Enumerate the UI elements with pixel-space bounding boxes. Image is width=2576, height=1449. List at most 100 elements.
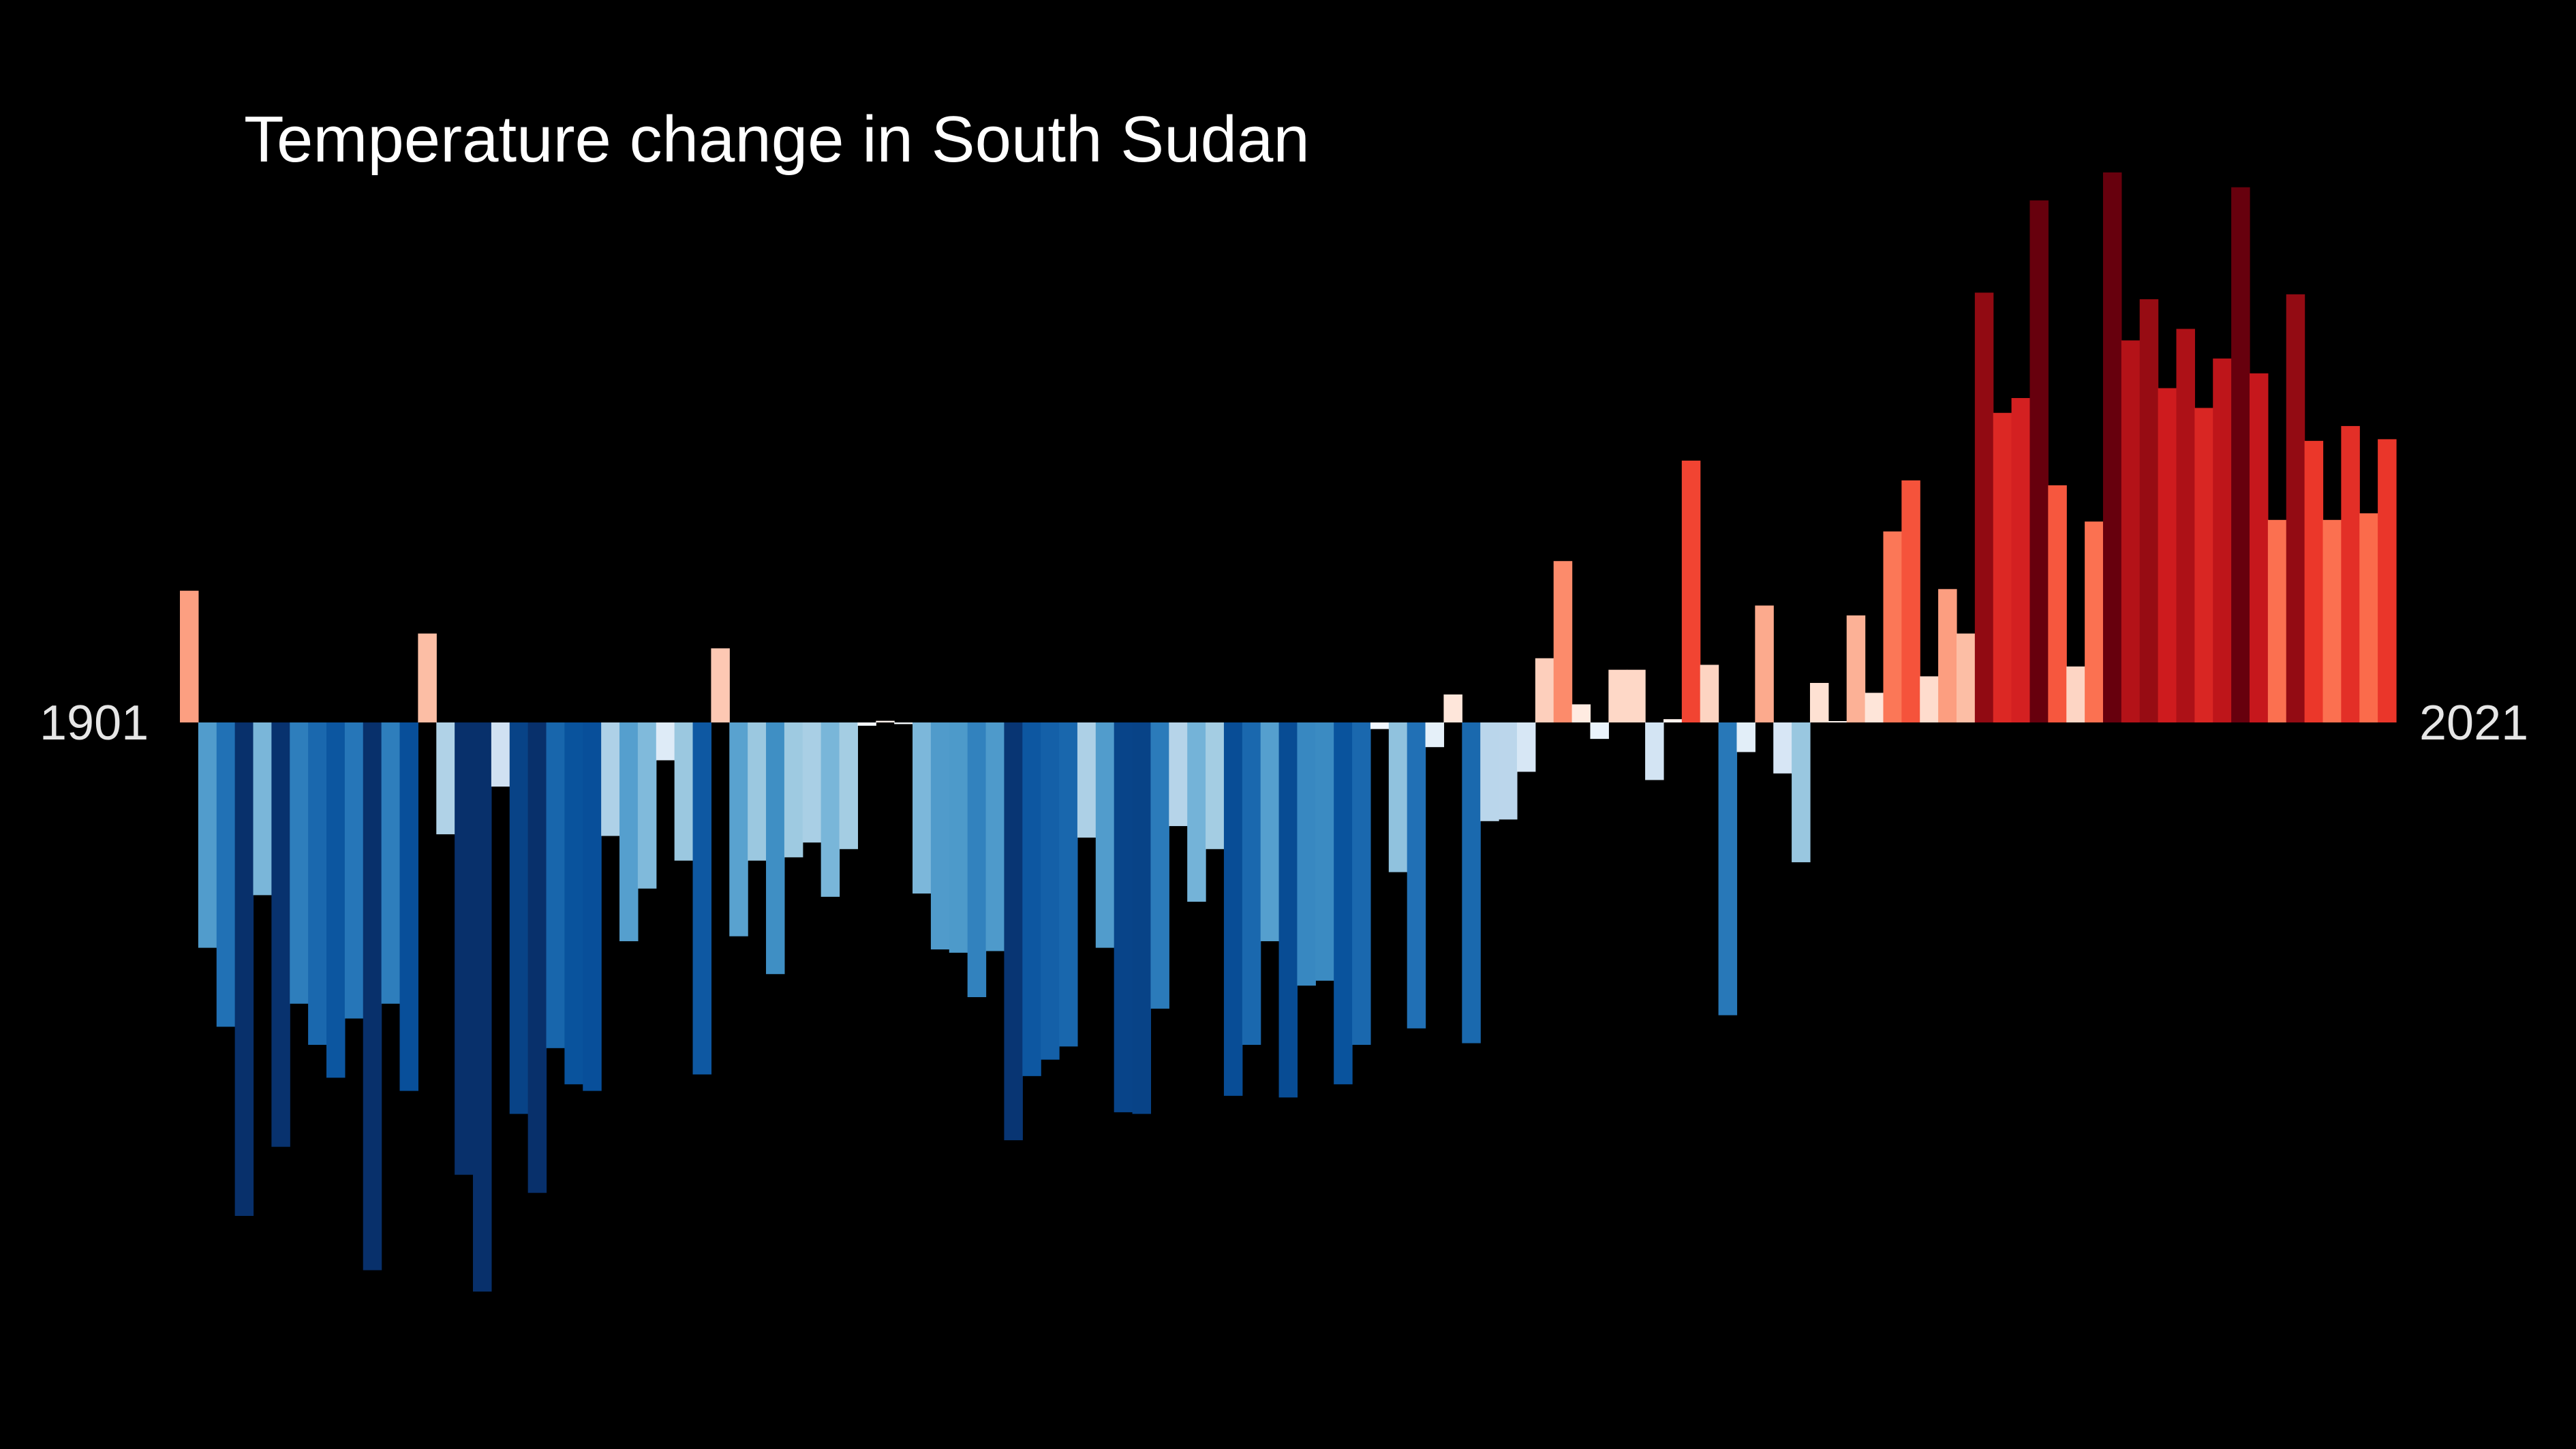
bar-1968: [1407, 722, 1426, 1028]
bar-1916: [455, 722, 474, 1175]
bar-1933: [766, 722, 785, 975]
bar-2004: [2066, 666, 2085, 722]
bar-1914: [418, 633, 437, 722]
bar-1940: [894, 722, 913, 724]
bar-2009: [2158, 388, 2177, 722]
bar-1996: [1920, 676, 1939, 722]
bar-2007: [2121, 340, 2141, 722]
bar-1998: [1956, 633, 1976, 722]
bar-1911: [363, 722, 382, 1270]
bar-1994: [1883, 531, 1902, 722]
bar-1973: [1499, 722, 1518, 820]
bar-1935: [802, 722, 822, 843]
bar-1949: [1059, 722, 1078, 1047]
bar-2012: [2213, 359, 2232, 722]
bar-1938: [857, 722, 876, 726]
bar-1917: [473, 722, 492, 1292]
bar-1966: [1370, 722, 1390, 729]
bar-1927: [656, 722, 675, 761]
bar-1942: [930, 722, 950, 950]
bar-1936: [821, 722, 840, 897]
bar-1981: [1645, 722, 1664, 780]
bar-1999: [1974, 292, 1994, 722]
bar-1910: [344, 722, 364, 1019]
bar-1962: [1297, 722, 1316, 986]
bar-2020: [2359, 513, 2378, 722]
bar-1988: [1773, 722, 1792, 774]
bar-2021: [2378, 439, 2397, 722]
bar-1926: [637, 722, 657, 889]
bar-1934: [784, 722, 803, 857]
bar-1913: [399, 722, 418, 1091]
bar-1974: [1516, 722, 1536, 772]
bar-2013: [2231, 187, 2250, 722]
bar-2014: [2249, 373, 2269, 722]
bar-1930: [711, 648, 730, 722]
bar-2006: [2102, 172, 2122, 722]
bar-1963: [1315, 722, 1334, 981]
bar-1905: [253, 722, 272, 896]
bar-1997: [1938, 589, 1957, 722]
bar-1951: [1095, 722, 1115, 948]
bar-1944: [967, 722, 987, 998]
bar-1984: [1700, 665, 1719, 722]
bar-1931: [729, 722, 748, 936]
bar-1987: [1755, 605, 1774, 722]
bar-2019: [2341, 426, 2360, 722]
bar-1920: [527, 722, 547, 1193]
bar-2016: [2286, 294, 2305, 722]
bar-1904: [234, 722, 254, 1216]
bar-1915: [436, 722, 455, 835]
bar-1971: [1462, 722, 1481, 1043]
bar-1992: [1846, 615, 1866, 722]
bar-1978: [1590, 722, 1609, 739]
bar-1995: [1901, 480, 1920, 722]
bar-1982: [1663, 719, 1683, 722]
bar-1909: [326, 722, 346, 1078]
bar-1947: [1022, 722, 1041, 1076]
bar-1922: [564, 722, 583, 1084]
bar-2000: [1993, 412, 2012, 722]
bar-1967: [1388, 722, 1408, 872]
bar-1957: [1206, 722, 1225, 849]
bar-1937: [839, 722, 859, 849]
bar-2002: [2029, 200, 2049, 722]
bar-1986: [1736, 722, 1755, 752]
bar-1929: [692, 722, 712, 1075]
bar-1921: [546, 722, 565, 1048]
bar-1985: [1718, 722, 1738, 1016]
bar-1961: [1278, 722, 1298, 1098]
bar-1965: [1352, 722, 1371, 1046]
bar-1902: [198, 722, 217, 948]
bar-1990: [1809, 683, 1829, 722]
bar-1901: [180, 590, 199, 722]
bar-1924: [601, 722, 620, 836]
bar-1925: [619, 722, 639, 941]
bar-1960: [1260, 722, 1280, 941]
bar-1979: [1608, 669, 1627, 722]
bar-1953: [1132, 722, 1152, 1114]
bar-1983: [1681, 460, 1701, 722]
bar-1958: [1223, 722, 1243, 1096]
bar-2011: [2194, 408, 2213, 722]
bar-1903: [216, 722, 236, 1027]
bar-1976: [1553, 561, 1573, 722]
bar-1932: [748, 722, 767, 861]
bar-1954: [1150, 722, 1169, 1009]
bar-1955: [1169, 722, 1188, 827]
bar-1923: [583, 722, 602, 1091]
bar-2008: [2139, 299, 2159, 722]
bar-1972: [1480, 722, 1499, 821]
bar-1946: [1004, 722, 1023, 1140]
bar-1980: [1627, 669, 1646, 722]
bar-2017: [2304, 440, 2324, 722]
bar-1948: [1041, 722, 1060, 1060]
bar-1908: [308, 722, 327, 1046]
bar-1964: [1334, 722, 1353, 1084]
bar-1977: [1571, 704, 1591, 722]
bar-1970: [1443, 694, 1462, 722]
bar-2001: [2011, 398, 2031, 722]
bar-2015: [2267, 519, 2287, 722]
bar-2018: [2322, 519, 2342, 722]
